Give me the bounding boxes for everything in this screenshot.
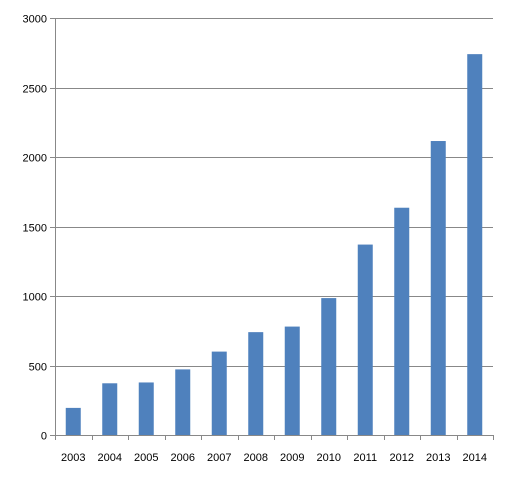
- y-tick-label: 1500: [23, 223, 47, 235]
- bar: [102, 383, 118, 435]
- gridlines: [55, 18, 493, 367]
- bar: [65, 407, 81, 435]
- x-tick-label: 2011: [353, 452, 377, 464]
- bar: [138, 382, 154, 435]
- x-tick-label: 2008: [244, 452, 268, 464]
- bar: [211, 351, 227, 435]
- y-tick-labels: 0 500 1000 1500 2000 2500 3000: [23, 14, 47, 443]
- x-tick-label: 2005: [134, 452, 158, 464]
- bars: [65, 54, 483, 435]
- x-tick-label: 2003: [61, 452, 85, 464]
- x-tick-label: 2013: [426, 452, 450, 464]
- x-tick-label: 2014: [463, 452, 487, 464]
- y-tick-label: 3000: [23, 14, 47, 26]
- x-tick-label: 2012: [390, 452, 414, 464]
- x-tick-label: 2010: [317, 452, 341, 464]
- y-tick-label: 500: [29, 362, 47, 374]
- y-tick-label: 0: [41, 431, 47, 443]
- bar: [467, 54, 483, 435]
- bar: [357, 244, 373, 435]
- bar: [284, 326, 300, 435]
- y-tick-label: 2500: [23, 84, 47, 96]
- x-tick-labels: 2003 2004 2005 2006 2007 2008 2009 2010 2011 2012…: [61, 452, 487, 464]
- bar: [394, 207, 410, 435]
- axes: [50, 18, 494, 440]
- x-tick-label: 2006: [171, 452, 195, 464]
- x-tick-label: 2007: [207, 452, 231, 464]
- bar: [248, 332, 264, 435]
- y-tick-label: 2000: [23, 153, 47, 165]
- bar: [430, 141, 446, 435]
- bar: [175, 369, 191, 435]
- x-tick-label: 2004: [98, 452, 122, 464]
- x-tick-label: 2009: [280, 452, 304, 464]
- bar: [321, 298, 337, 435]
- y-tick-label: 1000: [23, 292, 47, 304]
